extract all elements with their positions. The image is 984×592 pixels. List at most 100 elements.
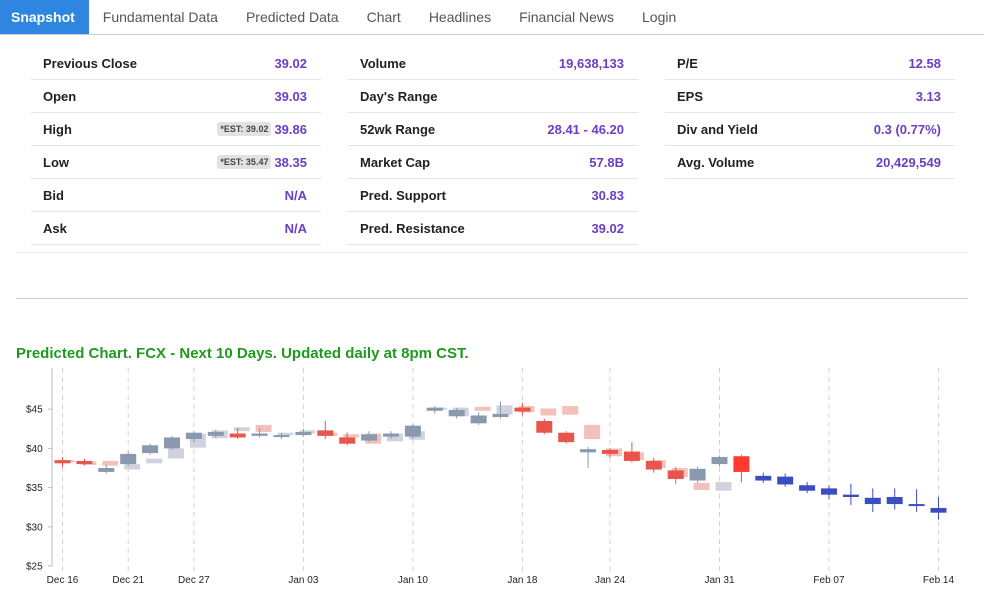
candle-body xyxy=(273,435,290,438)
stat-label: 52wk Range xyxy=(360,121,436,137)
tab-snapshot[interactable]: Snapshot xyxy=(0,0,89,34)
stat-row-avg-volume: Avg. Volume 20,429,549 xyxy=(665,146,955,179)
candle-body xyxy=(755,475,772,481)
stat-label: EPS xyxy=(677,88,704,104)
stat-value: N/A xyxy=(284,187,307,203)
divider xyxy=(16,252,968,253)
x-tick-label: Jan 24 xyxy=(595,575,625,586)
candle-body xyxy=(229,433,246,438)
stat-label: Previous Close xyxy=(43,55,137,71)
shadow-candle-body xyxy=(168,448,184,459)
y-tick-label: $45 xyxy=(26,405,43,416)
candle-body xyxy=(492,413,509,418)
stat-value: 28.41 - 46.20 xyxy=(547,121,624,137)
candle-body xyxy=(514,407,531,412)
shadow-candle-body xyxy=(233,427,250,432)
tab-fundamental-data[interactable]: Fundamental Data xyxy=(102,9,218,25)
divider xyxy=(16,298,968,299)
stat-value: 20,429,549 xyxy=(875,154,941,170)
stat-label: Pred. Resistance xyxy=(360,220,465,236)
candle-body xyxy=(120,453,137,465)
y-tick-label: $30 xyxy=(26,522,43,533)
shadow-candle-body xyxy=(277,432,294,436)
candle-body xyxy=(76,460,93,465)
stat-value: 3.13 xyxy=(915,88,941,104)
estimate-badge: *EST: 39.02 xyxy=(217,122,272,136)
stat-label: Volume xyxy=(360,55,406,71)
candle-body xyxy=(689,468,706,481)
candle-body xyxy=(580,449,597,453)
stat-value: 39.03 xyxy=(274,88,307,104)
stat-label: Low xyxy=(43,154,69,170)
y-tick-label: $25 xyxy=(26,562,43,573)
stat-value: 39.02 xyxy=(274,55,307,71)
candle-body xyxy=(207,431,224,436)
shadow-candle-body xyxy=(540,408,557,416)
stat-label: Day's Range xyxy=(360,88,438,104)
stat-row-previous-close: Previous Close 39.02 xyxy=(31,47,321,80)
candle-body xyxy=(777,476,794,485)
stat-value: N/A xyxy=(284,220,307,236)
stat-row-days-range: Day's Range xyxy=(348,80,638,113)
candle-body xyxy=(864,497,881,505)
stat-row-market-cap: Market Cap 57.8B xyxy=(348,146,638,179)
candle-body xyxy=(602,449,618,454)
stat-row-eps: EPS 3.13 xyxy=(665,80,955,113)
candle-body xyxy=(295,431,312,436)
shadow-candle-body xyxy=(255,424,272,432)
candle-body xyxy=(645,460,662,470)
stat-label: P/E xyxy=(677,55,698,71)
estimate-badge: *EST: 35.47 xyxy=(217,155,272,169)
x-tick-label: Feb 07 xyxy=(813,575,845,586)
candle-body xyxy=(426,407,443,411)
stat-row-pe: P/E 12.58 xyxy=(665,47,955,80)
shadow-candle-body xyxy=(496,405,513,415)
candle-body xyxy=(536,420,553,433)
candle-body xyxy=(339,437,356,444)
candle-body xyxy=(98,468,115,472)
x-tick-label: Jan 10 xyxy=(398,575,428,586)
stat-value: 30.83 xyxy=(591,187,624,203)
shadow-candle-body xyxy=(715,482,732,491)
shadow-candle-body xyxy=(387,433,403,442)
stat-row-high: High *EST: 39.02 39.86 xyxy=(31,113,321,146)
candle-body xyxy=(185,432,202,439)
stat-label: Div and Yield xyxy=(677,121,758,137)
stat-row-div-yield: Div and Yield 0.3 (0.77%) xyxy=(665,113,955,146)
stat-row-bid: Bid N/A xyxy=(31,179,321,212)
stat-row-ask: Ask N/A xyxy=(31,212,321,245)
tab-financial-news[interactable]: Financial News xyxy=(519,9,615,25)
stat-row-low: Low *EST: 35.47 38.35 xyxy=(31,146,321,179)
candle-body xyxy=(667,470,684,479)
shadow-candle-body xyxy=(124,464,141,470)
x-tick-label: Jan 31 xyxy=(704,575,734,586)
candle-body xyxy=(733,456,750,472)
candle-body xyxy=(623,451,640,461)
tab-login[interactable]: Login xyxy=(642,9,677,25)
tab-chart[interactable]: Chart xyxy=(366,9,401,25)
shadow-candle-body xyxy=(693,482,710,490)
shadow-candle-body xyxy=(562,406,579,415)
candle-body xyxy=(404,425,421,437)
shadow-candle-body xyxy=(102,460,119,466)
stat-value: 39.86 xyxy=(274,121,307,137)
stats-column-1: Previous Close 39.02 Open 39.03 High *ES… xyxy=(31,47,321,245)
shadow-candle-body xyxy=(584,424,601,439)
candle-body xyxy=(164,437,180,449)
stat-label: Market Cap xyxy=(360,154,431,170)
candle-body xyxy=(821,488,837,495)
stat-value: 38.35 xyxy=(274,154,307,170)
stat-label: Bid xyxy=(43,187,64,203)
stat-label: Ask xyxy=(43,220,67,236)
candle-body xyxy=(470,415,487,424)
tab-headlines[interactable]: Headlines xyxy=(428,9,492,25)
x-tick-label: Feb 14 xyxy=(923,575,955,586)
tab-predicted-data[interactable]: Predicted Data xyxy=(245,9,339,25)
stat-row-volume: Volume 19,638,133 xyxy=(348,47,638,80)
shadow-candle-body xyxy=(146,458,163,464)
candlestick-chart: $25 $30 $35 $40 $45 Dec 16 Dec 21 Dec 27 Jan 03 J… xyxy=(26,368,955,586)
stat-value: 39.02 xyxy=(591,220,624,236)
x-tick-label: Jan 03 xyxy=(288,575,318,586)
candle-body xyxy=(558,432,575,443)
candle-body xyxy=(842,494,859,498)
